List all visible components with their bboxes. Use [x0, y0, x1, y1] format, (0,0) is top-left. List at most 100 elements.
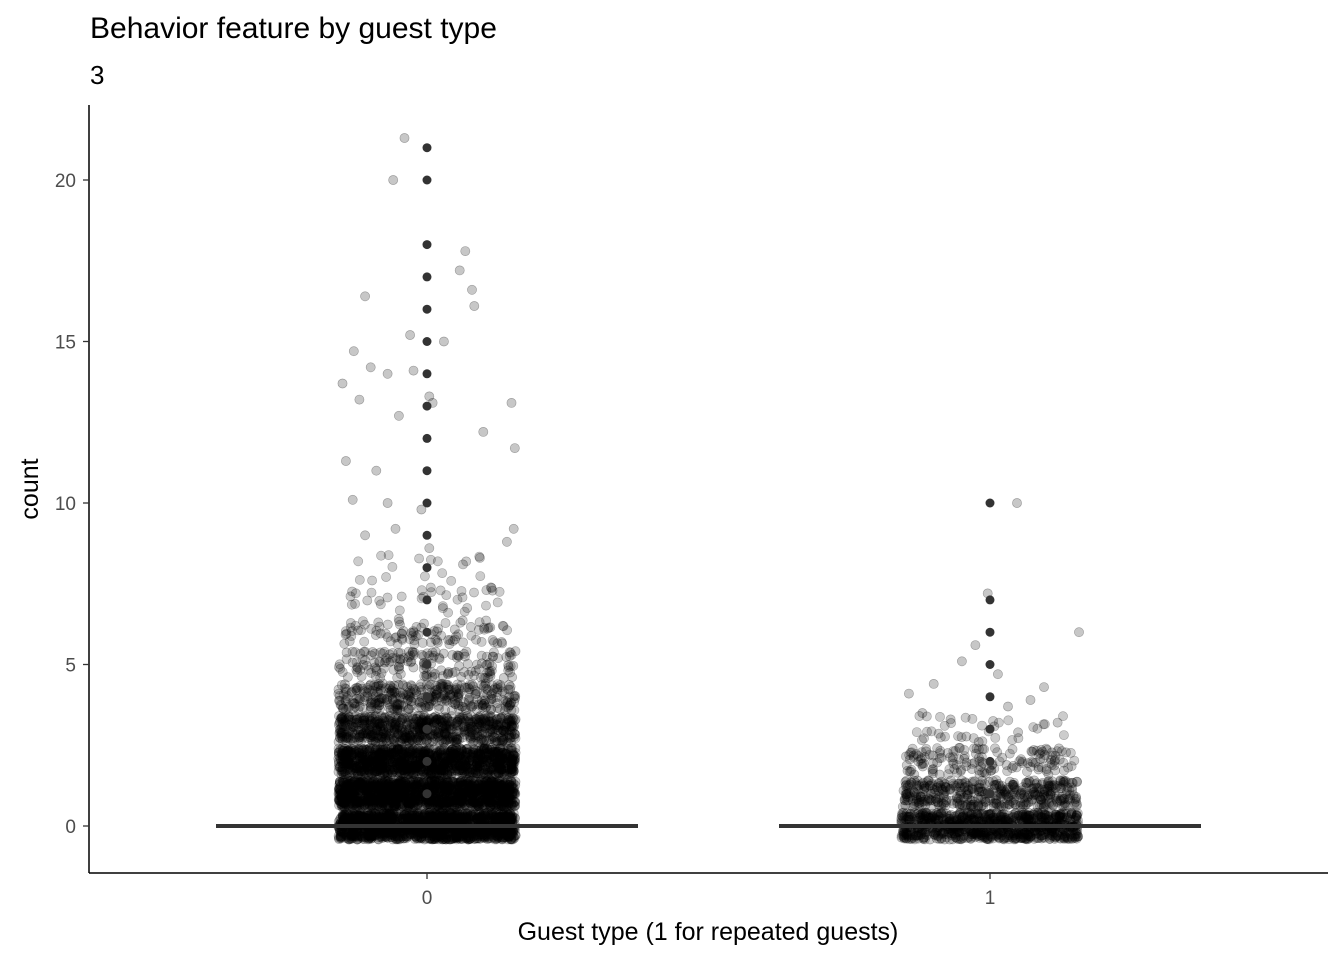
data-point	[436, 828, 447, 839]
data-point	[384, 812, 395, 823]
data-point	[439, 810, 450, 821]
data-point	[444, 797, 455, 808]
data-point	[362, 830, 373, 841]
data-point	[508, 808, 519, 819]
data-point	[492, 720, 502, 730]
data-point	[350, 810, 361, 821]
data-point	[345, 831, 356, 841]
data-point	[355, 790, 366, 800]
data-point	[485, 810, 495, 821]
data-point	[337, 811, 348, 822]
data-point	[445, 811, 456, 822]
data-point	[381, 831, 392, 841]
data-point	[434, 828, 445, 839]
data-point	[373, 810, 383, 820]
data-point	[406, 811, 417, 822]
data-point	[452, 810, 462, 821]
data-point	[461, 833, 472, 843]
data-point	[344, 769, 355, 780]
data-point	[431, 834, 442, 844]
data-point	[389, 801, 399, 811]
data-point	[497, 834, 508, 845]
data-point	[342, 830, 352, 841]
data-point	[434, 831, 445, 842]
data-point	[359, 761, 370, 771]
data-point	[374, 829, 385, 840]
data-point	[454, 831, 465, 841]
data-point	[404, 812, 415, 823]
data-point	[451, 834, 462, 845]
data-point	[383, 810, 394, 820]
data-point	[474, 807, 485, 818]
data-point	[426, 810, 437, 821]
data-point	[496, 811, 507, 821]
data-point	[387, 834, 398, 845]
data-point	[374, 813, 385, 824]
data-point	[348, 828, 359, 838]
data-point	[388, 811, 399, 822]
data-point	[404, 746, 415, 757]
data-point	[428, 811, 439, 822]
data-point	[450, 813, 461, 824]
data-point	[431, 751, 442, 762]
data-point	[457, 808, 468, 819]
data-point	[375, 812, 385, 823]
data-point	[437, 832, 448, 842]
data-point	[419, 809, 430, 820]
data-point	[439, 834, 450, 844]
data-point	[480, 749, 491, 759]
data-point	[491, 807, 502, 818]
data-point	[453, 812, 464, 822]
data-point	[496, 766, 506, 777]
data-point	[460, 807, 471, 818]
data-point	[500, 830, 511, 841]
data-point	[387, 812, 398, 823]
data-point	[372, 811, 382, 822]
data-point	[506, 813, 517, 823]
data-point	[453, 800, 464, 811]
data-point	[366, 833, 377, 844]
data-point	[495, 801, 505, 812]
data-point	[503, 831, 514, 842]
data-point	[506, 727, 517, 737]
data-point	[458, 829, 468, 840]
data-point	[373, 827, 384, 838]
data-point	[485, 796, 496, 807]
data-point	[469, 828, 479, 839]
data-point	[391, 834, 401, 845]
data-point	[474, 829, 484, 840]
data-point	[428, 811, 439, 822]
data-point	[436, 833, 447, 844]
data-point	[354, 831, 365, 842]
data-point	[396, 808, 406, 819]
data-point	[495, 808, 506, 819]
data-point	[378, 813, 388, 824]
data-point	[377, 760, 388, 771]
data-point	[370, 829, 381, 840]
data-point	[404, 789, 414, 800]
data-point	[370, 753, 381, 764]
data-point	[407, 810, 418, 821]
data-point	[357, 810, 368, 821]
data-point	[473, 813, 483, 824]
data-point	[461, 812, 472, 822]
data-point	[336, 799, 346, 809]
data-point	[341, 715, 351, 725]
data-point	[432, 768, 442, 779]
data-point	[359, 800, 370, 811]
data-point	[400, 828, 411, 839]
data-point	[409, 834, 420, 844]
data-point	[469, 833, 480, 844]
data-point	[416, 833, 427, 844]
data-point	[392, 812, 403, 822]
chart-title: Behavior feature by guest type	[90, 12, 497, 45]
data-point	[436, 810, 447, 821]
data-point	[359, 812, 370, 823]
data-point	[443, 715, 454, 726]
data-point	[509, 788, 519, 799]
data-point	[347, 833, 357, 844]
data-point	[467, 828, 477, 839]
data-point	[452, 811, 463, 822]
data-point	[509, 750, 520, 761]
data-point	[418, 812, 429, 823]
